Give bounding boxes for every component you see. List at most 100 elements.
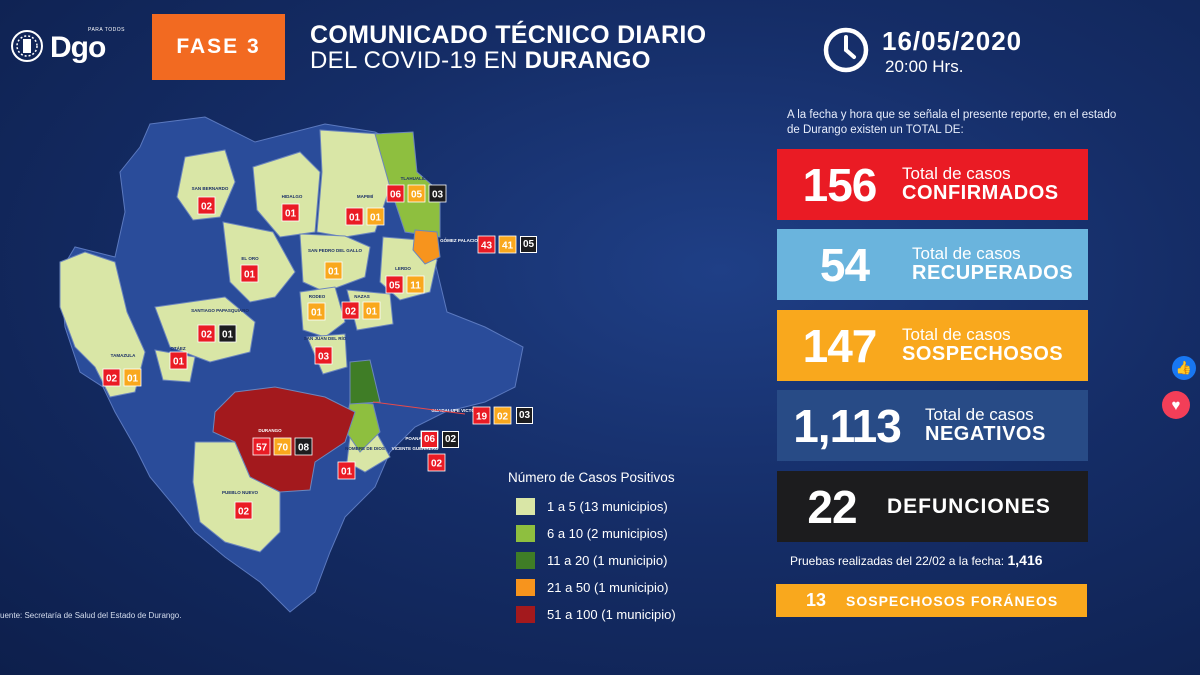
stat-value: 1,113 [793,399,902,452]
count-badge [273,437,292,456]
count-value: 05 [389,281,401,292]
count-value: 03 [318,352,330,363]
count-value: 01 [285,209,297,220]
label-tamazula: TAMAZULA [111,353,136,358]
count-badge [428,184,447,203]
state-seal-icon [11,29,43,62]
stat-value: 22 [807,480,857,533]
count-value: 11 [410,281,421,292]
region-gomez-palacio [412,229,441,265]
count-badge [493,406,512,425]
clock-icon [823,27,869,73]
count-value: 05 [411,190,423,201]
label-poanas: POANAS [405,436,424,441]
stat-label: DEFUNCIONES [887,494,1051,518]
stat-value: 54 [819,238,870,291]
count-badge [102,368,121,387]
count-value: 01 [328,267,340,278]
label-gomez-palacio: GÓMEZ PALACIO [440,236,478,243]
label-lerdo: LERDO [395,266,411,271]
count-badge [362,301,381,320]
stat-label-top: Total de casos [902,325,1011,345]
count-value: 01 [311,308,323,319]
label-guadalupe-victoria: GUADALUPE VICTORIA [431,408,483,413]
region-san-bernardo [176,149,236,221]
legend-item: 6 a 10 (2 municipios) [508,520,676,547]
logo-wordmark: Dgo [50,31,106,64]
region-guadalupe-victoria [349,359,381,405]
count-value: 01 [173,357,185,368]
dgo-logo: PARA TODOS Dgo [10,28,125,63]
legend-item: 21 a 50 (1 municipio) [508,574,676,601]
intro-text: A la fecha y hora que se señala el prese… [787,109,1117,136]
count-badge: 05 [520,236,537,253]
count-value: 02 [201,330,213,341]
title-line-2: DEL COVID-19 EN DURANGO [310,47,651,75]
like-icon[interactable]: 👍 [1172,356,1196,380]
count-value: 02 [238,507,250,518]
count-value: 01 [366,307,378,318]
count-badge [252,437,271,456]
count-badge [407,184,426,203]
label-nombre-dios: NOMBRE DE DIOS [345,446,385,451]
count-value: 19 [476,412,488,423]
legend-swatch [516,606,535,623]
heart-icon[interactable]: ♥ [1162,391,1190,419]
count-badge [218,324,237,343]
stat-confirmados: 156 Total de casos CONFIRMADOS [777,149,1088,220]
count-value: 08 [298,443,310,454]
region-tamazula [59,251,146,398]
count-badge [498,235,517,254]
count-badge: 03 [516,407,533,424]
title-line-1: COMUNICADO TÉCNICO DIARIO [310,21,707,49]
count-value: 02 [497,412,509,423]
label-otaez: OTÁEZ [170,345,186,351]
count-value: 01 [341,467,353,478]
count-badge [307,302,326,321]
count-value: 02 [345,307,357,318]
legend-swatch [516,552,535,569]
count-value: 01 [127,374,139,385]
label-rodeo: RODEO [309,294,326,299]
count-badge [385,275,404,294]
count-value: 01 [370,213,382,224]
count-badge [345,207,364,226]
count-badge [197,196,216,215]
foraneos-bar: 13 SOSPECHOSOS FORÁNEOS [776,584,1087,617]
count-badge [324,261,343,280]
count-badge [169,351,188,370]
stat-negativos: 1,113 Total de casos NEGATIVOS [777,390,1088,461]
count-value: 02 [106,374,118,385]
count-value: 02 [201,202,213,213]
count-badge [386,184,405,203]
label-hidalgo: HIDALGO [282,194,303,199]
count-badge: 06 [421,431,438,448]
count-badge [281,203,300,222]
count-badge [341,301,360,320]
map-legend: Número de Casos Positivos 1 a 5 (13 muni… [508,470,676,628]
count-badge [427,453,446,472]
leader-line [372,401,466,415]
stat-label-top: Total de casos [912,244,1021,264]
label-san-pedro: SAN PEDRO DEL GALLO [308,248,362,253]
legend-item: 11 a 20 (1 municipio) [508,547,676,574]
count-value: 01 [349,213,361,224]
page-title: COMUNICADO TÉCNICO DIARIO DEL COVID-19 E… [310,21,707,75]
foraneos-label: SOSPECHOSOS FORÁNEOS [846,592,1059,609]
report-date: 16/05/2020 [882,26,1023,56]
legend-swatch [516,579,535,596]
label-tlahualilo: TLAHUALILO [401,176,430,181]
stat-defunciones: 22 DEFUNCIONES [777,471,1088,542]
stat-label-top: Total de casos [902,164,1011,184]
legend-swatch [516,498,535,515]
count-badge [406,275,425,294]
legend-item: 51 a 100 (1 municipio) [508,601,676,628]
count-value: 03 [432,190,444,201]
stat-sospechosos: 147 Total de casos SOSPECHOSOS [777,310,1088,381]
label-santiago: SANTIAGO PAPASQUIARO [191,308,249,313]
label-el-oro: EL ORO [241,256,259,261]
count-value: 43 [481,241,493,252]
legend-swatch [516,525,535,542]
stat-label-bottom: NEGATIVOS [925,422,1046,445]
phase-badge: FASE 3 [152,14,285,80]
